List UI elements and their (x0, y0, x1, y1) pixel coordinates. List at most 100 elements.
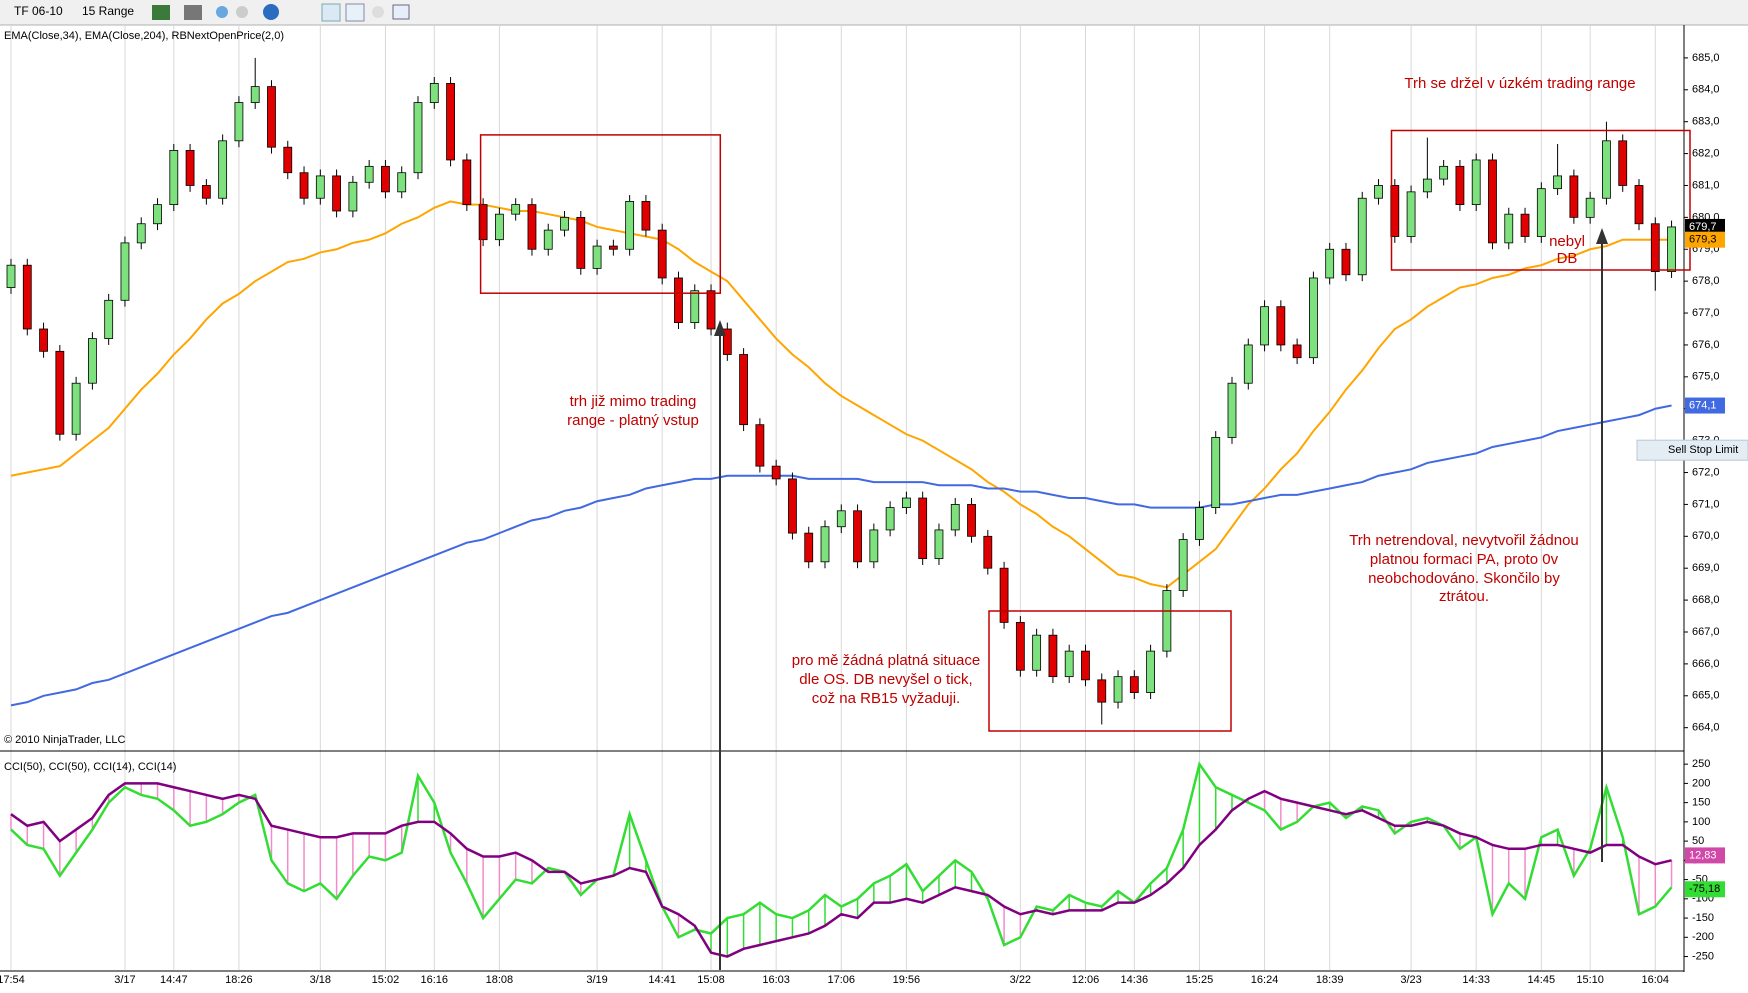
y-tick-label: 681,0 (1692, 179, 1720, 191)
candle-body (413, 102, 423, 174)
candle-body (1439, 165, 1449, 180)
candle-body (511, 204, 521, 215)
candle-body (576, 216, 586, 269)
status-button[interactable] (372, 6, 384, 18)
x-tick-label: 14:45 (1528, 974, 1556, 986)
candle-body (999, 567, 1009, 623)
candle-body (315, 175, 325, 199)
candle-body (348, 181, 358, 212)
line-series (10, 404, 1672, 707)
candle-body (39, 328, 48, 352)
candle-body (1292, 344, 1302, 359)
x-tick-label: 14:41 (648, 974, 676, 986)
annotation-box (479, 134, 722, 294)
y-tick-label: 100 (1692, 816, 1710, 828)
price-legend: EMA(Close,34), EMA(Close,204), RBNextOpe… (4, 30, 284, 42)
zoom-out-button[interactable] (236, 6, 248, 18)
candle-body (1325, 248, 1335, 279)
candle-body (283, 146, 293, 174)
candle-body (153, 204, 162, 225)
candle-body (1162, 590, 1172, 652)
candle-body (1097, 679, 1107, 703)
annotation-text: Trh se držel v úzkém trading range (1404, 75, 1635, 92)
candle-body (201, 185, 211, 199)
candle-body (755, 424, 765, 467)
properties-button[interactable] (392, 4, 410, 20)
candle-body (543, 229, 553, 250)
annotation-text: dle OS. DB nevyšel o tick, (799, 671, 972, 688)
y-tick-label: -150 (1692, 912, 1714, 924)
x-tick-label: 3/22 (1010, 974, 1031, 986)
x-tick-label: 16:24 (1251, 974, 1279, 986)
x-tick-label: 3/19 (586, 974, 607, 986)
candle-body (1650, 223, 1660, 272)
candle-body (332, 175, 342, 212)
annotation-text: DB (1557, 250, 1578, 267)
y-tick-label: 50 (1692, 835, 1704, 847)
candle-body (169, 149, 179, 206)
annotations (479, 129, 1691, 970)
candle-body (983, 535, 993, 569)
arrow-head (714, 320, 726, 336)
period-selector[interactable]: 15 Range (82, 4, 134, 18)
value-marker-label: -75,18 (1689, 883, 1720, 895)
candle-body (592, 245, 602, 269)
x-tick-label: 3/18 (310, 974, 331, 986)
candle-body (641, 201, 651, 231)
x-tick-label: 16:16 (421, 974, 449, 986)
candle-body (706, 290, 716, 330)
candle-body (381, 165, 390, 193)
bar-button[interactable] (321, 3, 341, 22)
candle-body (1634, 185, 1644, 225)
candle-body (462, 159, 472, 206)
value-marker (1685, 847, 1725, 864)
y-tick-label: 664,0 (1692, 722, 1720, 734)
candle-body (1227, 382, 1237, 438)
candle-body (967, 504, 976, 537)
candle-body (1455, 165, 1465, 206)
y-tick-label: 683,0 (1692, 116, 1720, 128)
candle-body (836, 510, 846, 528)
candle-body (1276, 306, 1286, 346)
candle-body (625, 201, 635, 250)
x-tick-label: 14:36 (1121, 974, 1149, 986)
y-tick-label: 150 (1692, 797, 1710, 809)
y-tick-label: 667,0 (1692, 626, 1720, 638)
annotation-text: neobchodováno. Skončilo by (1368, 570, 1560, 587)
zoom-in-button[interactable] (216, 6, 228, 18)
indicator-button[interactable] (345, 3, 365, 22)
candle-body (1520, 213, 1530, 237)
x-tick-label: 3/23 (1400, 974, 1421, 986)
value-marker-label: 679,3 (1689, 234, 1717, 246)
x-tick-label: 16:04 (1642, 974, 1670, 986)
annotation-text: trh již mimo trading (570, 393, 697, 410)
value-marker (1685, 397, 1725, 414)
candle-body (104, 299, 114, 339)
candle-body (1602, 140, 1611, 199)
instrument-selector[interactable]: TF 06-10 (14, 4, 63, 18)
candle-body (494, 213, 504, 241)
candle-body (1553, 175, 1562, 190)
chart-style-button[interactable] (152, 5, 170, 20)
candle-body (1243, 344, 1253, 384)
candle-body (918, 497, 928, 560)
candle-body (1064, 650, 1074, 678)
globe-button[interactable] (263, 4, 279, 20)
candle-body (1341, 248, 1351, 276)
candle-body (722, 328, 732, 355)
candle-body (1406, 191, 1416, 237)
candle-body (1309, 277, 1318, 359)
cci-legend: CCI(50), CCI(50), CCI(14), CCI(14) (4, 761, 176, 773)
candle-body (820, 526, 830, 563)
value-marker-label: 679,7 (1689, 221, 1717, 233)
candle-body (429, 83, 439, 103)
candle-body (674, 277, 683, 324)
candle-body (1146, 650, 1155, 693)
candle-body (1585, 197, 1595, 218)
annotation-text: nebyl (1549, 233, 1585, 250)
draw-tool-button[interactable] (184, 5, 202, 20)
x-tick-label: 14:33 (1462, 974, 1490, 986)
y-tick-label: 250 (1692, 758, 1710, 770)
y-tick-label: 671,0 (1692, 498, 1720, 510)
candle-body (185, 149, 195, 186)
